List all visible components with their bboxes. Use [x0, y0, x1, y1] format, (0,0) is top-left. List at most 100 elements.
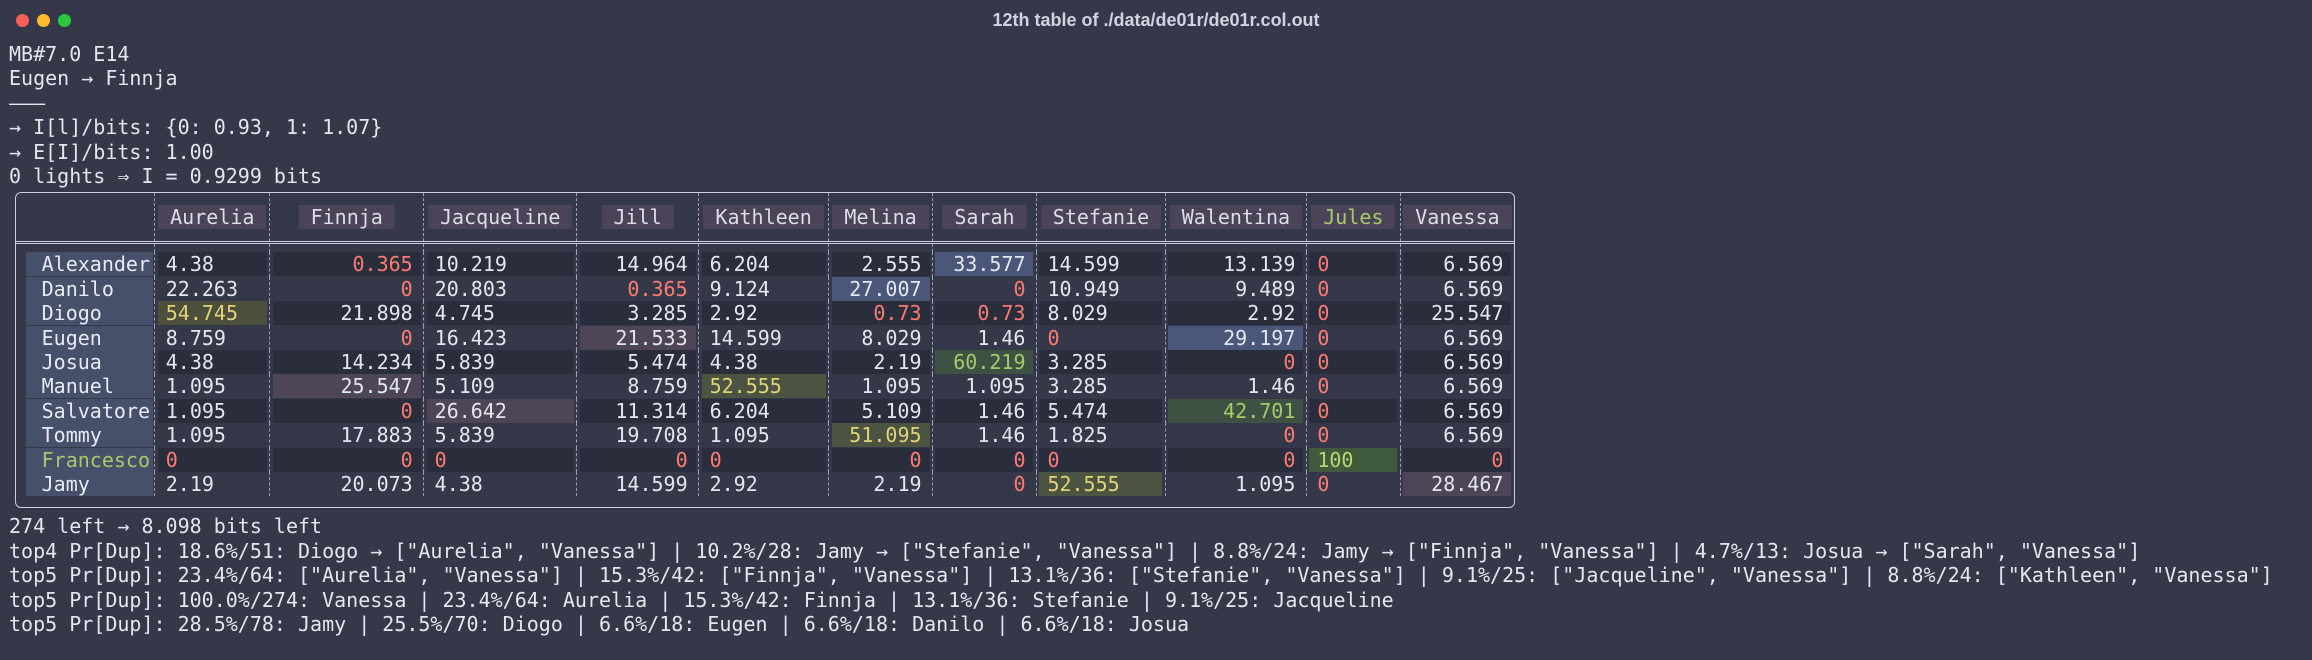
- zoom-button[interactable]: [58, 14, 71, 27]
- probability-grid: Aurelia Finnja Jacqueline Jill Kathleen Melin…: [16, 193, 1514, 497]
- cell-value: 0: [1013, 276, 1026, 301]
- cell-value: 1.095: [709, 423, 770, 448]
- table-cell: 1.095: [154, 398, 270, 424]
- cell-value: 2.19: [831, 349, 930, 374]
- cell-value: 22.263: [165, 276, 239, 301]
- table-cell: 9.489: [1164, 276, 1307, 302]
- table-cell: 3.285: [576, 301, 699, 326]
- table-row: Tommy 1.095 17.883 5.839 19.708 1.095 51.095 1.…: [16, 423, 1514, 448]
- table-cell: 0: [1305, 301, 1401, 326]
- divider-cell: [828, 241, 933, 253]
- table-cell: 51.095: [828, 423, 933, 448]
- cell-value: 3.285: [1047, 374, 1108, 399]
- table-cell: 0: [154, 447, 270, 472]
- table-cell: 0: [423, 447, 577, 472]
- table-cell: 6.204: [698, 252, 829, 277]
- table-cell: 22.263: [154, 276, 270, 302]
- table-cell: 1.46: [932, 398, 1037, 424]
- row-name-label: Diogo: [25, 301, 153, 326]
- cell-value: 8.029: [1039, 301, 1163, 326]
- table-cell: 0.73: [828, 301, 933, 326]
- cell-value: 2.555: [831, 252, 930, 277]
- table-cell: 17.883: [269, 423, 424, 448]
- table-cell: 20.073: [269, 472, 424, 497]
- cell-value: 54.745: [157, 301, 267, 326]
- table-cell: 0: [932, 276, 1037, 302]
- table-cell: 0: [698, 447, 829, 472]
- table-cell: 6.569: [1399, 423, 1514, 448]
- table-cell: 0: [1305, 423, 1401, 448]
- cell-value: 33.577: [935, 252, 1034, 277]
- table-cell: 3.285: [1035, 374, 1166, 399]
- row-name: Salvatore: [16, 398, 155, 423]
- column-header: Aurelia: [154, 193, 270, 243]
- table-cell: 20.803: [423, 276, 577, 302]
- table-cell: 14.599: [1035, 252, 1166, 277]
- minimize-button[interactable]: [37, 14, 50, 27]
- column-header: Finnja: [269, 193, 424, 243]
- cell-value: 0.73: [831, 301, 930, 326]
- table-cell: 6.569: [1399, 252, 1514, 277]
- row-name-label: Jamy: [25, 472, 153, 496]
- table-cell: 1.095: [698, 423, 829, 448]
- column-header: Walentina: [1164, 193, 1307, 243]
- column-header: Kathleen: [698, 193, 829, 243]
- table-cell: 21.898: [269, 301, 424, 326]
- cell-value: 9.124: [709, 276, 770, 301]
- table-cell: 5.109: [423, 374, 577, 399]
- cell-value: 0.73: [935, 301, 1034, 326]
- table-cell: 2.19: [828, 349, 933, 375]
- close-button[interactable]: [16, 14, 29, 27]
- cell-value: 21.533: [579, 325, 696, 350]
- row-name: Manuel: [16, 374, 155, 399]
- column-header-label: Sarah: [942, 205, 1027, 230]
- cell-value: 1.46: [977, 423, 1026, 448]
- table-row: Francesco 0 0 0 0 0 0 0 0 0 100 0: [16, 447, 1514, 472]
- table-cell: 14.964: [576, 252, 699, 277]
- cell-value: 6.569: [1403, 349, 1512, 374]
- row-name-label: Eugen: [25, 325, 153, 350]
- header-line: MB#7.0 E14: [9, 42, 130, 66]
- cell-value: 0: [1013, 472, 1026, 496]
- divider-cell: [423, 241, 577, 253]
- cell-value: 5.474: [1039, 398, 1163, 423]
- row-name-label: Manuel: [25, 374, 153, 399]
- cell-value: 1.095: [965, 374, 1026, 399]
- table-cell: 42.701: [1164, 398, 1307, 424]
- row-name: Alexander: [16, 252, 155, 277]
- cell-value: 26.642: [426, 398, 574, 423]
- table-cell: 2.19: [828, 472, 933, 497]
- column-header-label: Finnja: [298, 205, 395, 230]
- table-cell: 52.555: [698, 374, 829, 399]
- cell-value: 6.569: [1443, 325, 1504, 350]
- cell-value: 2.92: [709, 472, 758, 496]
- cell-value: 13.139: [1168, 252, 1304, 277]
- column-header: Sarah: [932, 193, 1037, 243]
- table-cell: 25.547: [269, 374, 424, 399]
- cell-value: 9.489: [1235, 276, 1296, 301]
- table-cell: 1.095: [1164, 472, 1307, 497]
- footer-line: top5 Pr[Dup]: 23.4%/64: ["Aurelia", "Van…: [9, 563, 2273, 588]
- corner-cell: [16, 193, 155, 243]
- table-cell: 29.197: [1164, 325, 1307, 350]
- table-cell: 10.219: [423, 252, 577, 277]
- cell-value: 10.949: [1047, 276, 1120, 301]
- table-row: Diogo 54.745 21.898 4.745 3.285 2.92 0.73 0.73 8…: [16, 301, 1514, 326]
- cell-value: 4.38: [157, 252, 267, 277]
- cell-value: 14.599: [709, 325, 782, 350]
- table-cell: 4.745: [423, 301, 577, 326]
- table-cell: 2.92: [698, 472, 829, 497]
- table-cell: 19.708: [576, 423, 699, 448]
- table-cell: 10.949: [1035, 276, 1166, 302]
- cell-value: 8.759: [165, 325, 226, 350]
- cell-value: 2.92: [1168, 301, 1304, 326]
- cell-value: 19.708: [615, 423, 688, 448]
- probability-table: Aurelia Finnja Jacqueline Jill Kathleen Melin…: [15, 192, 1515, 509]
- table-cell: 0: [1305, 325, 1401, 350]
- table-cell: 8.029: [828, 325, 933, 350]
- row-name-label: Tommy: [25, 423, 153, 448]
- table-cell: 1.825: [1035, 423, 1166, 448]
- column-header-label: Vanessa: [1403, 205, 1512, 230]
- table-cell: 4.38: [423, 472, 577, 497]
